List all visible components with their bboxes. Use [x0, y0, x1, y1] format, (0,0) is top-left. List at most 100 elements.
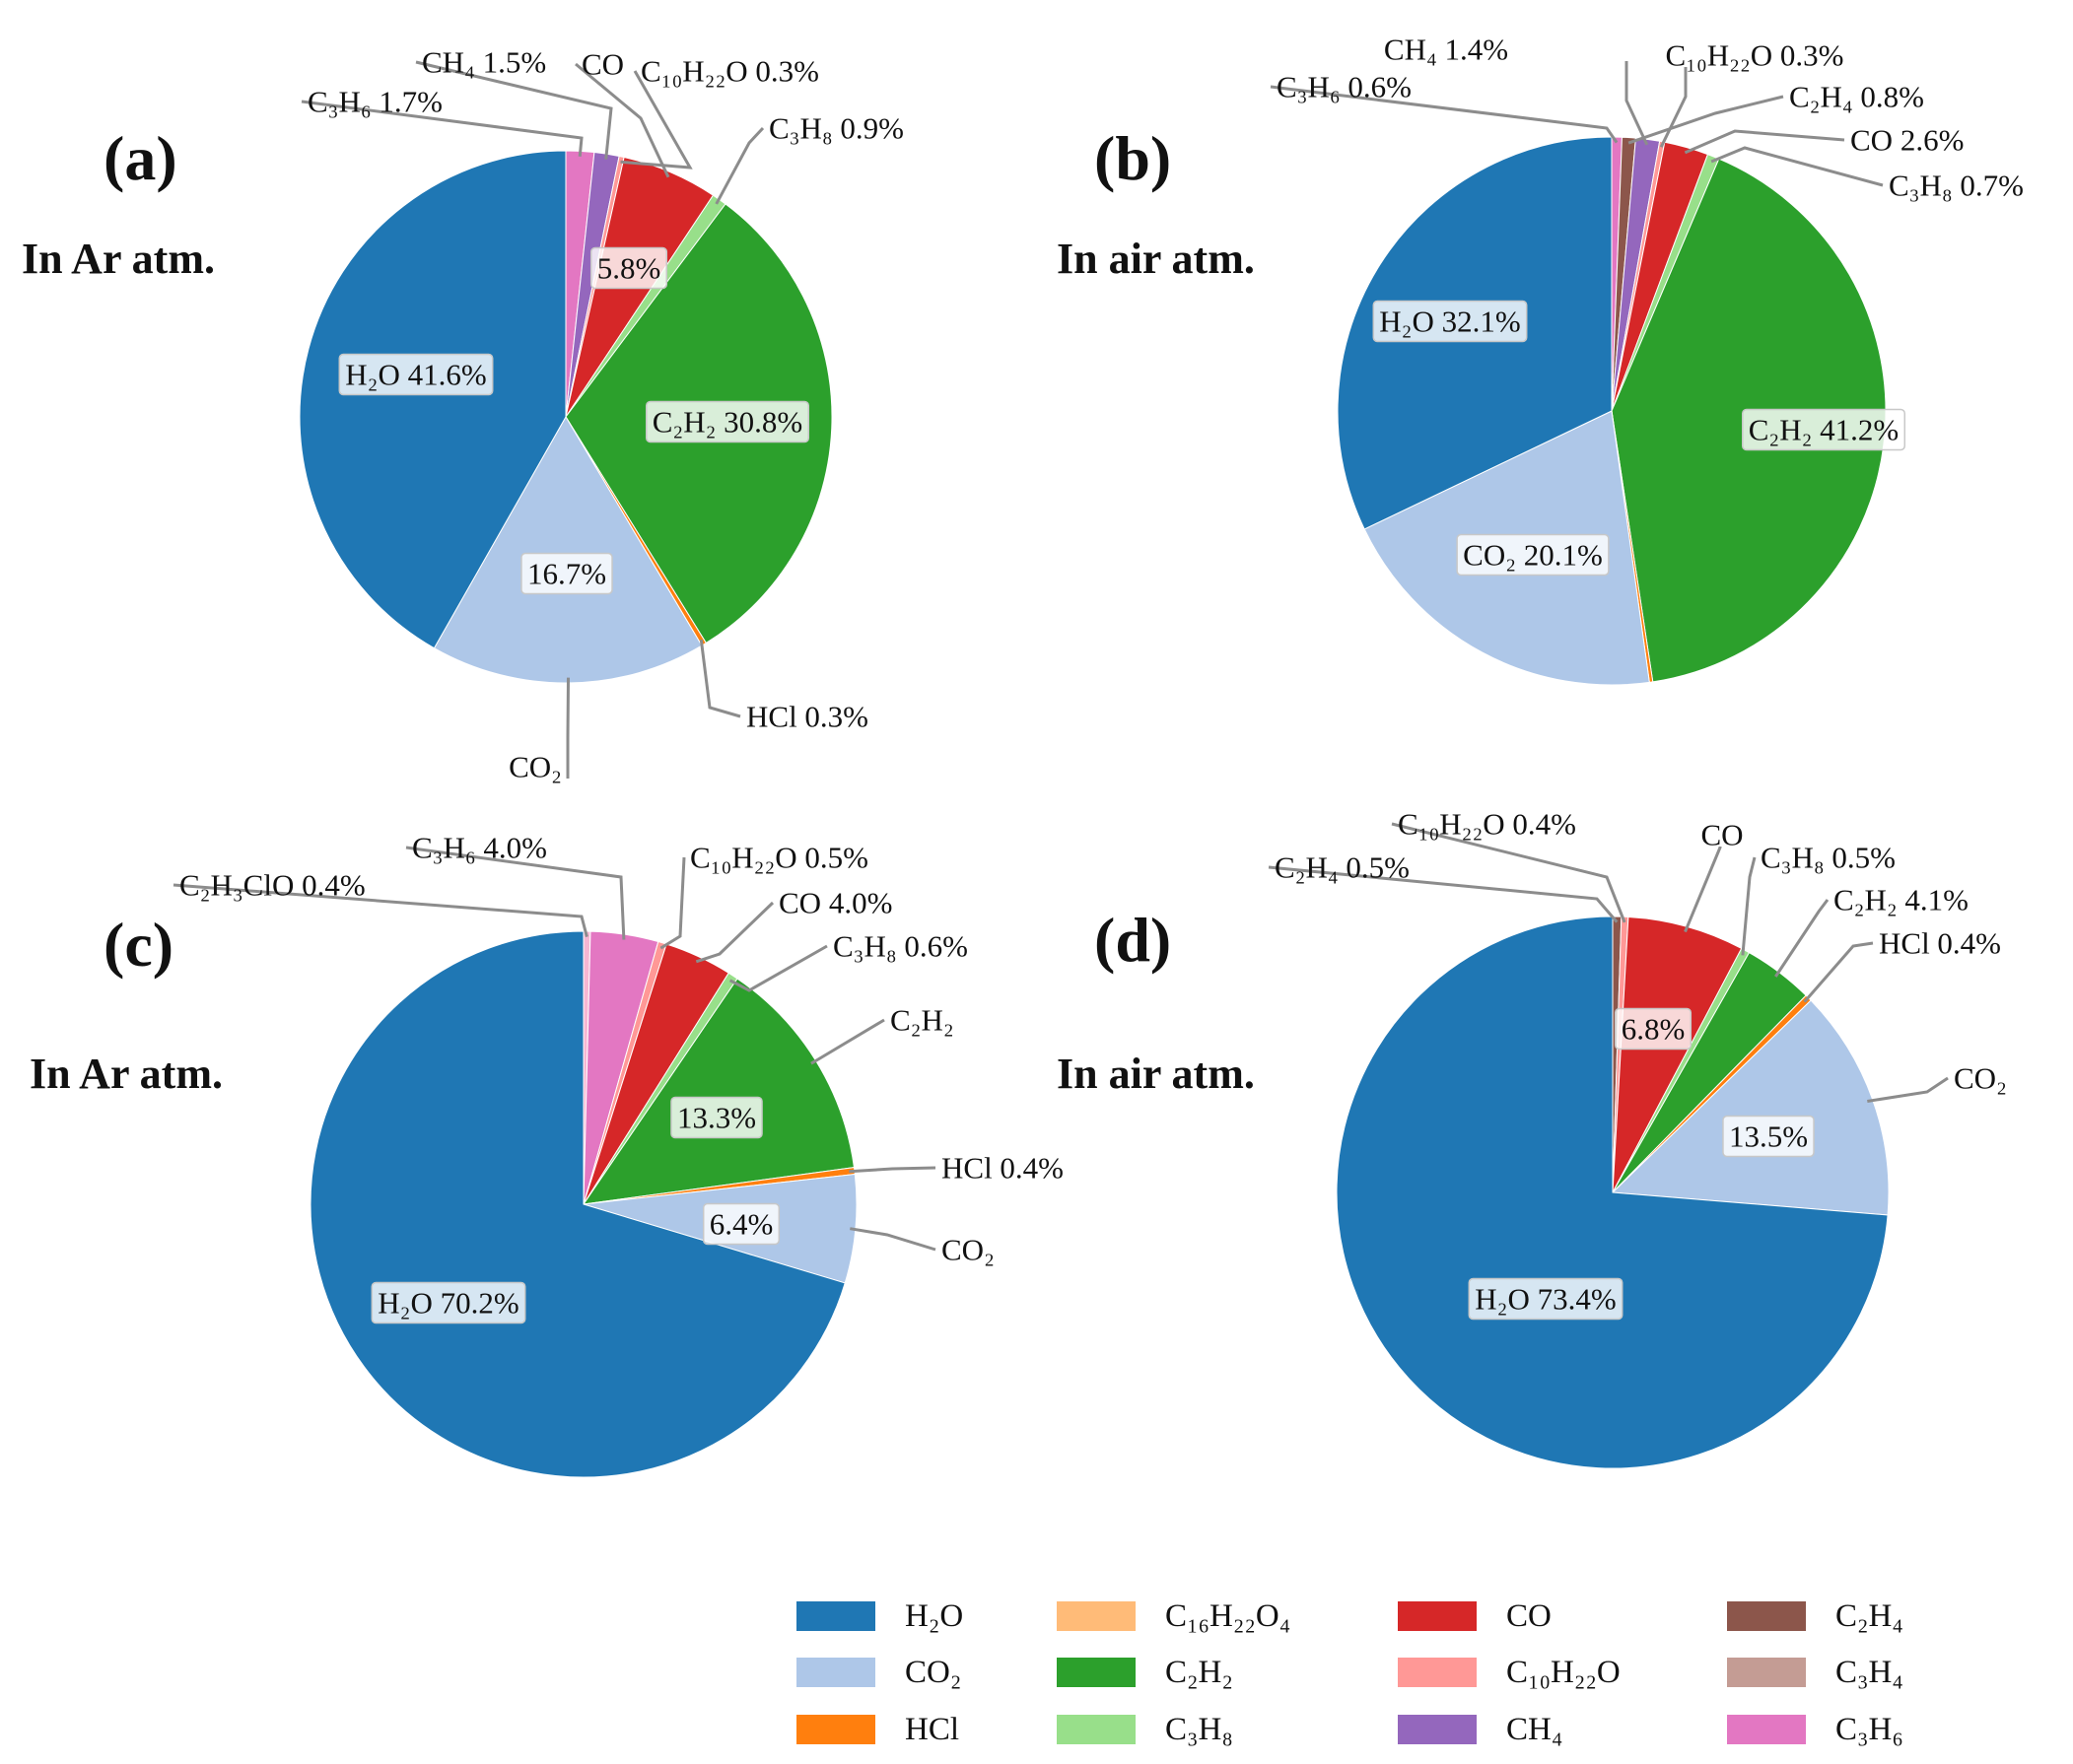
pie-2-leader-label: C₁₀H₂₂O 0.5% [690, 841, 868, 875]
pie-2-leader-label: C₃H₆ 4.0% [412, 831, 547, 865]
pie-2-data-label: H₂O 70.2% [378, 1286, 518, 1321]
pie-1-label-box [1741, 408, 1906, 451]
pie-1-label-box [1372, 300, 1528, 343]
panel-c-letter: (c) [104, 910, 173, 980]
pie-1-inside-label-6: H₂O 32.1% [1372, 300, 1528, 343]
pie-2-data-label: 13.3% [677, 1101, 756, 1135]
pie-1-leader-line [1659, 67, 1688, 148]
pie-2-leader-label: HCl 0.4% [941, 1151, 1064, 1186]
pie-chart-a: C₃H₆ 1.7% CH₄ 1.5% CO C₁₀H₂₂O 0.3% C₃H₈ 0.9%… [299, 45, 904, 784]
pie-3-label-box [1614, 1007, 1693, 1051]
pie-1-leader-line [1624, 61, 1649, 146]
pie-1-leader-line [1627, 95, 1784, 145]
legend-label-h2o: H₂O [905, 1598, 963, 1634]
pie-0-inside-label-7: C₂H₂ 30.8% [645, 400, 810, 443]
pie-1-leader-label: C₃H₈ 0.7% [1889, 169, 2024, 203]
pie-2-leader-label: C₂H₃ClO 0.4% [179, 868, 366, 903]
pie-0-inside-label-6: H₂O 41.6% [338, 353, 494, 396]
pie-3-data-label: 6.8% [1622, 1012, 1686, 1047]
pie-1-leader-label: CO 2.6% [1850, 123, 1964, 158]
legend-swatch-c3h8 [1057, 1715, 1136, 1744]
pie-0-leader-label: C₁₀H₂₂O 0.3% [641, 54, 819, 89]
legend-swatch-co2 [796, 1658, 875, 1687]
pie-0-label-box [645, 400, 810, 443]
pie-2-leader-line [850, 1227, 936, 1252]
pie-2-label-box [371, 1281, 526, 1324]
pie-2-leader-label: CO 4.0% [779, 886, 892, 920]
pie-3-leader-line [1741, 856, 1757, 956]
pie-2-leader-line [173, 883, 588, 937]
pie-0-data-label: 5.8% [597, 251, 661, 286]
pie-3-leader-label: CO [1700, 818, 1743, 852]
pie-0-data-label: C₂H₂ 30.8% [653, 405, 803, 440]
pie-2-label-box [702, 1202, 781, 1246]
pie-3-data-label: 13.5% [1729, 1119, 1808, 1154]
pie-2-inside-label-10: H₂O 70.2% [371, 1281, 526, 1324]
pie-0-slice-h2o [299, 150, 567, 649]
pie-0-leader-line [620, 70, 693, 170]
pie-1-leader-label: CH₄ 1.4% [1384, 33, 1508, 67]
pie-chart-d: C₁₀H₂₂O 0.4% C₂H₄ 0.5% CO C₃H₈ 0.5% C₂H₂ 4.1… [1268, 807, 2007, 1469]
legend-swatch-c16h22o4 [1057, 1601, 1136, 1631]
pie-0-leader-label: C₃H₈ 0.9% [769, 111, 904, 146]
pie-0-label-box [338, 353, 494, 396]
pie-0-leader-label: CO [582, 47, 624, 82]
pie-2-inside-label-8: 6.4% [702, 1202, 781, 1246]
pie-2-leader-line [810, 1018, 885, 1065]
legend-swatch-ch4 [1398, 1715, 1477, 1744]
pie-3-label-box [1468, 1277, 1624, 1321]
pie-3-leader-label: CO₂ [1954, 1061, 2007, 1096]
pie-2-leader-line [405, 846, 626, 940]
pie-0-leader-line [566, 677, 570, 779]
legend-label-c16h22o4: C₁₆H₂₂O₄ [1165, 1598, 1290, 1634]
pie-1-data-label: C₂H₂ 41.2% [1749, 413, 1900, 447]
legend-swatch-co [1398, 1601, 1477, 1631]
legend-label-co: CO [1506, 1598, 1552, 1634]
pie-2-leader-line [695, 901, 775, 964]
pie-0-leader-line [415, 60, 613, 160]
legend-label-c2h4: C₂H₄ [1835, 1598, 1903, 1634]
pie-3-leader-label: HCl 0.4% [1879, 926, 2001, 961]
pie-3-leader-line [1684, 847, 1722, 933]
legend-label-co2: CO₂ [905, 1655, 961, 1690]
pie-0-leader-line [301, 100, 584, 157]
legend: H₂O C₁₆H₂₂O₄ CO C₂H₄ CO₂ C₂H₂ C₁₀H₂₂O C₃H₄ HCl C₃… [796, 1598, 1903, 1747]
legend-label-c3h6: C₃H₆ [1835, 1712, 1903, 1747]
pie-0-leader-line [699, 640, 741, 718]
pie-3-leader-label: C₂H₂ 4.1% [1833, 883, 1969, 917]
panel-d-atmosphere: In air atm. [1057, 1050, 1255, 1098]
legend-swatch-c2h2 [1057, 1658, 1136, 1687]
legend-label-hcl: HCl [905, 1712, 959, 1747]
pie-2-leader-line [659, 856, 686, 950]
pie-1-inside-label-8: CO₂ 20.1% [1456, 533, 1610, 577]
legend-swatch-c2h4 [1727, 1601, 1806, 1631]
pie-1-data-label: H₂O 32.1% [1379, 305, 1520, 339]
legend-label-ch4: CH₄ [1506, 1712, 1562, 1747]
pie-2-data-label: 6.4% [710, 1207, 774, 1242]
panel-a-atmosphere: In Ar atm. [22, 235, 215, 283]
pie-2-label-box [670, 1096, 763, 1139]
pie-1-leader-label: C₁₀H₂₂O 0.3% [1665, 38, 1843, 73]
panel-c-atmosphere: In Ar atm. [30, 1050, 223, 1098]
panel-b-letter: (b) [1094, 123, 1171, 193]
pie-1-leader-line [1270, 85, 1619, 144]
pie-0-data-label: H₂O 41.6% [345, 358, 486, 392]
legend-label-c3h4: C₃H₄ [1835, 1655, 1903, 1690]
legend-swatch-c3h4 [1727, 1658, 1806, 1687]
legend-swatch-hcl [796, 1715, 875, 1744]
pie-3-label-box [1722, 1115, 1815, 1158]
legend-label-c10h22o: C₁₀H₂₂O [1506, 1655, 1621, 1690]
pie-3-slice-h2o [1336, 916, 1889, 1469]
pie-0-leader-label: C₃H₆ 1.7% [308, 85, 443, 119]
pie-2-inside-label-6: 13.3% [670, 1096, 763, 1139]
pie-chart-b: CH₄ 1.4% C₁₀H₂₂O 0.3% C₃H₆ 0.6% C₂H₄ 0.8% CO… [1270, 33, 2024, 686]
legend-label-c2h2: C₂H₂ [1165, 1655, 1233, 1690]
pie-3-leader-line [1867, 1076, 1949, 1103]
pie-3-inside-label-8: 13.5% [1722, 1115, 1815, 1158]
pie-0-leader-label: CH₄ 1.5% [422, 45, 546, 80]
panel-b-atmosphere: In air atm. [1057, 235, 1255, 283]
pie-0-inside-label-5: 5.8% [589, 246, 668, 290]
pie-3-leader-line [1803, 941, 1874, 1003]
pie-3-leader-label: C₁₀H₂₂O 0.4% [1398, 807, 1576, 842]
